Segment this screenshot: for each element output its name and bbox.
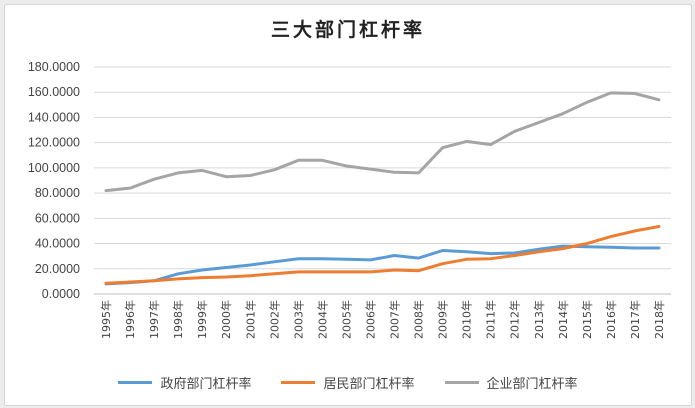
- x-tick-label: 2018年: [652, 300, 666, 339]
- y-tick-label: 100.0000: [28, 161, 80, 175]
- line-chart: 0.0000 20.0000 40.0000 60.0000 80.0000 100.00…: [28, 60, 671, 339]
- y-tick-label: 20.0000: [35, 262, 80, 276]
- x-tick-label: 2002年: [267, 300, 281, 339]
- legend-label: 企业部门杠杆率: [486, 377, 578, 392]
- x-tick-label: 2005年: [339, 300, 353, 339]
- y-tick-label: 80.0000: [35, 186, 80, 200]
- legend-label: 政府部门杠杆率: [160, 377, 252, 392]
- series-line-3: [104, 91, 661, 193]
- y-tick-label: 60.0000: [35, 211, 80, 225]
- y-tick-label: 180.0000: [28, 60, 80, 74]
- x-tick-label: 2003年: [291, 300, 305, 339]
- chart-legend: 政府部门杠杆率 居民部门杠杆率 企业部门杠杆率: [5, 373, 691, 392]
- x-tick-label: 2009年: [436, 300, 450, 339]
- x-tick-label: 2008年: [412, 300, 426, 339]
- chart-card: 三大部门杠杆率 0.0000 20.0000 40.0000 60.0000 80.00…: [4, 4, 692, 406]
- legend-item-2: 居民部门杠杆率: [281, 373, 415, 392]
- x-tick-label: 2011年: [484, 300, 498, 339]
- x-tick-label: 1997年: [147, 300, 161, 339]
- x-tick-label: 1999年: [195, 300, 209, 339]
- chart-title: 三大部门杠杆率: [270, 19, 425, 41]
- x-tick-label: 1998年: [171, 300, 185, 339]
- x-tick-label: 2004年: [315, 300, 329, 339]
- x-tick-label: 2015年: [580, 300, 594, 339]
- y-tick-label: 0.0000: [42, 287, 80, 301]
- y-tick-label: 140.0000: [28, 110, 80, 124]
- x-tick-label: 2000年: [219, 300, 233, 339]
- y-tick-label: 120.0000: [28, 136, 80, 150]
- x-tick-label: 2012年: [508, 300, 522, 339]
- legend-swatch: [444, 381, 479, 384]
- legend-label: 居民部门杠杆率: [323, 377, 415, 392]
- x-tick-label: 2014年: [556, 300, 570, 339]
- legend-swatch: [281, 381, 316, 384]
- x-tick-label: 2017年: [628, 300, 642, 339]
- x-tick-label: 2007年: [388, 300, 402, 339]
- x-tick-label: 1996年: [123, 300, 137, 339]
- y-tick-label: 40.0000: [35, 237, 80, 251]
- legend-swatch: [118, 381, 153, 384]
- x-tick-label: 2001年: [243, 300, 257, 339]
- x-tick-label: 1995年: [99, 300, 113, 339]
- series-line-2: [104, 225, 661, 285]
- legend-item-3: 企业部门杠杆率: [444, 373, 578, 392]
- x-tick-label: 2013年: [532, 300, 546, 339]
- series-line-1: [104, 244, 661, 286]
- x-tick-label: 2010年: [460, 300, 474, 339]
- x-tick-label: 2006年: [363, 300, 377, 339]
- x-tick-label: 2016年: [604, 300, 618, 339]
- legend-item-1: 政府部门杠杆率: [118, 373, 251, 392]
- y-tick-label: 160.0000: [28, 85, 80, 99]
